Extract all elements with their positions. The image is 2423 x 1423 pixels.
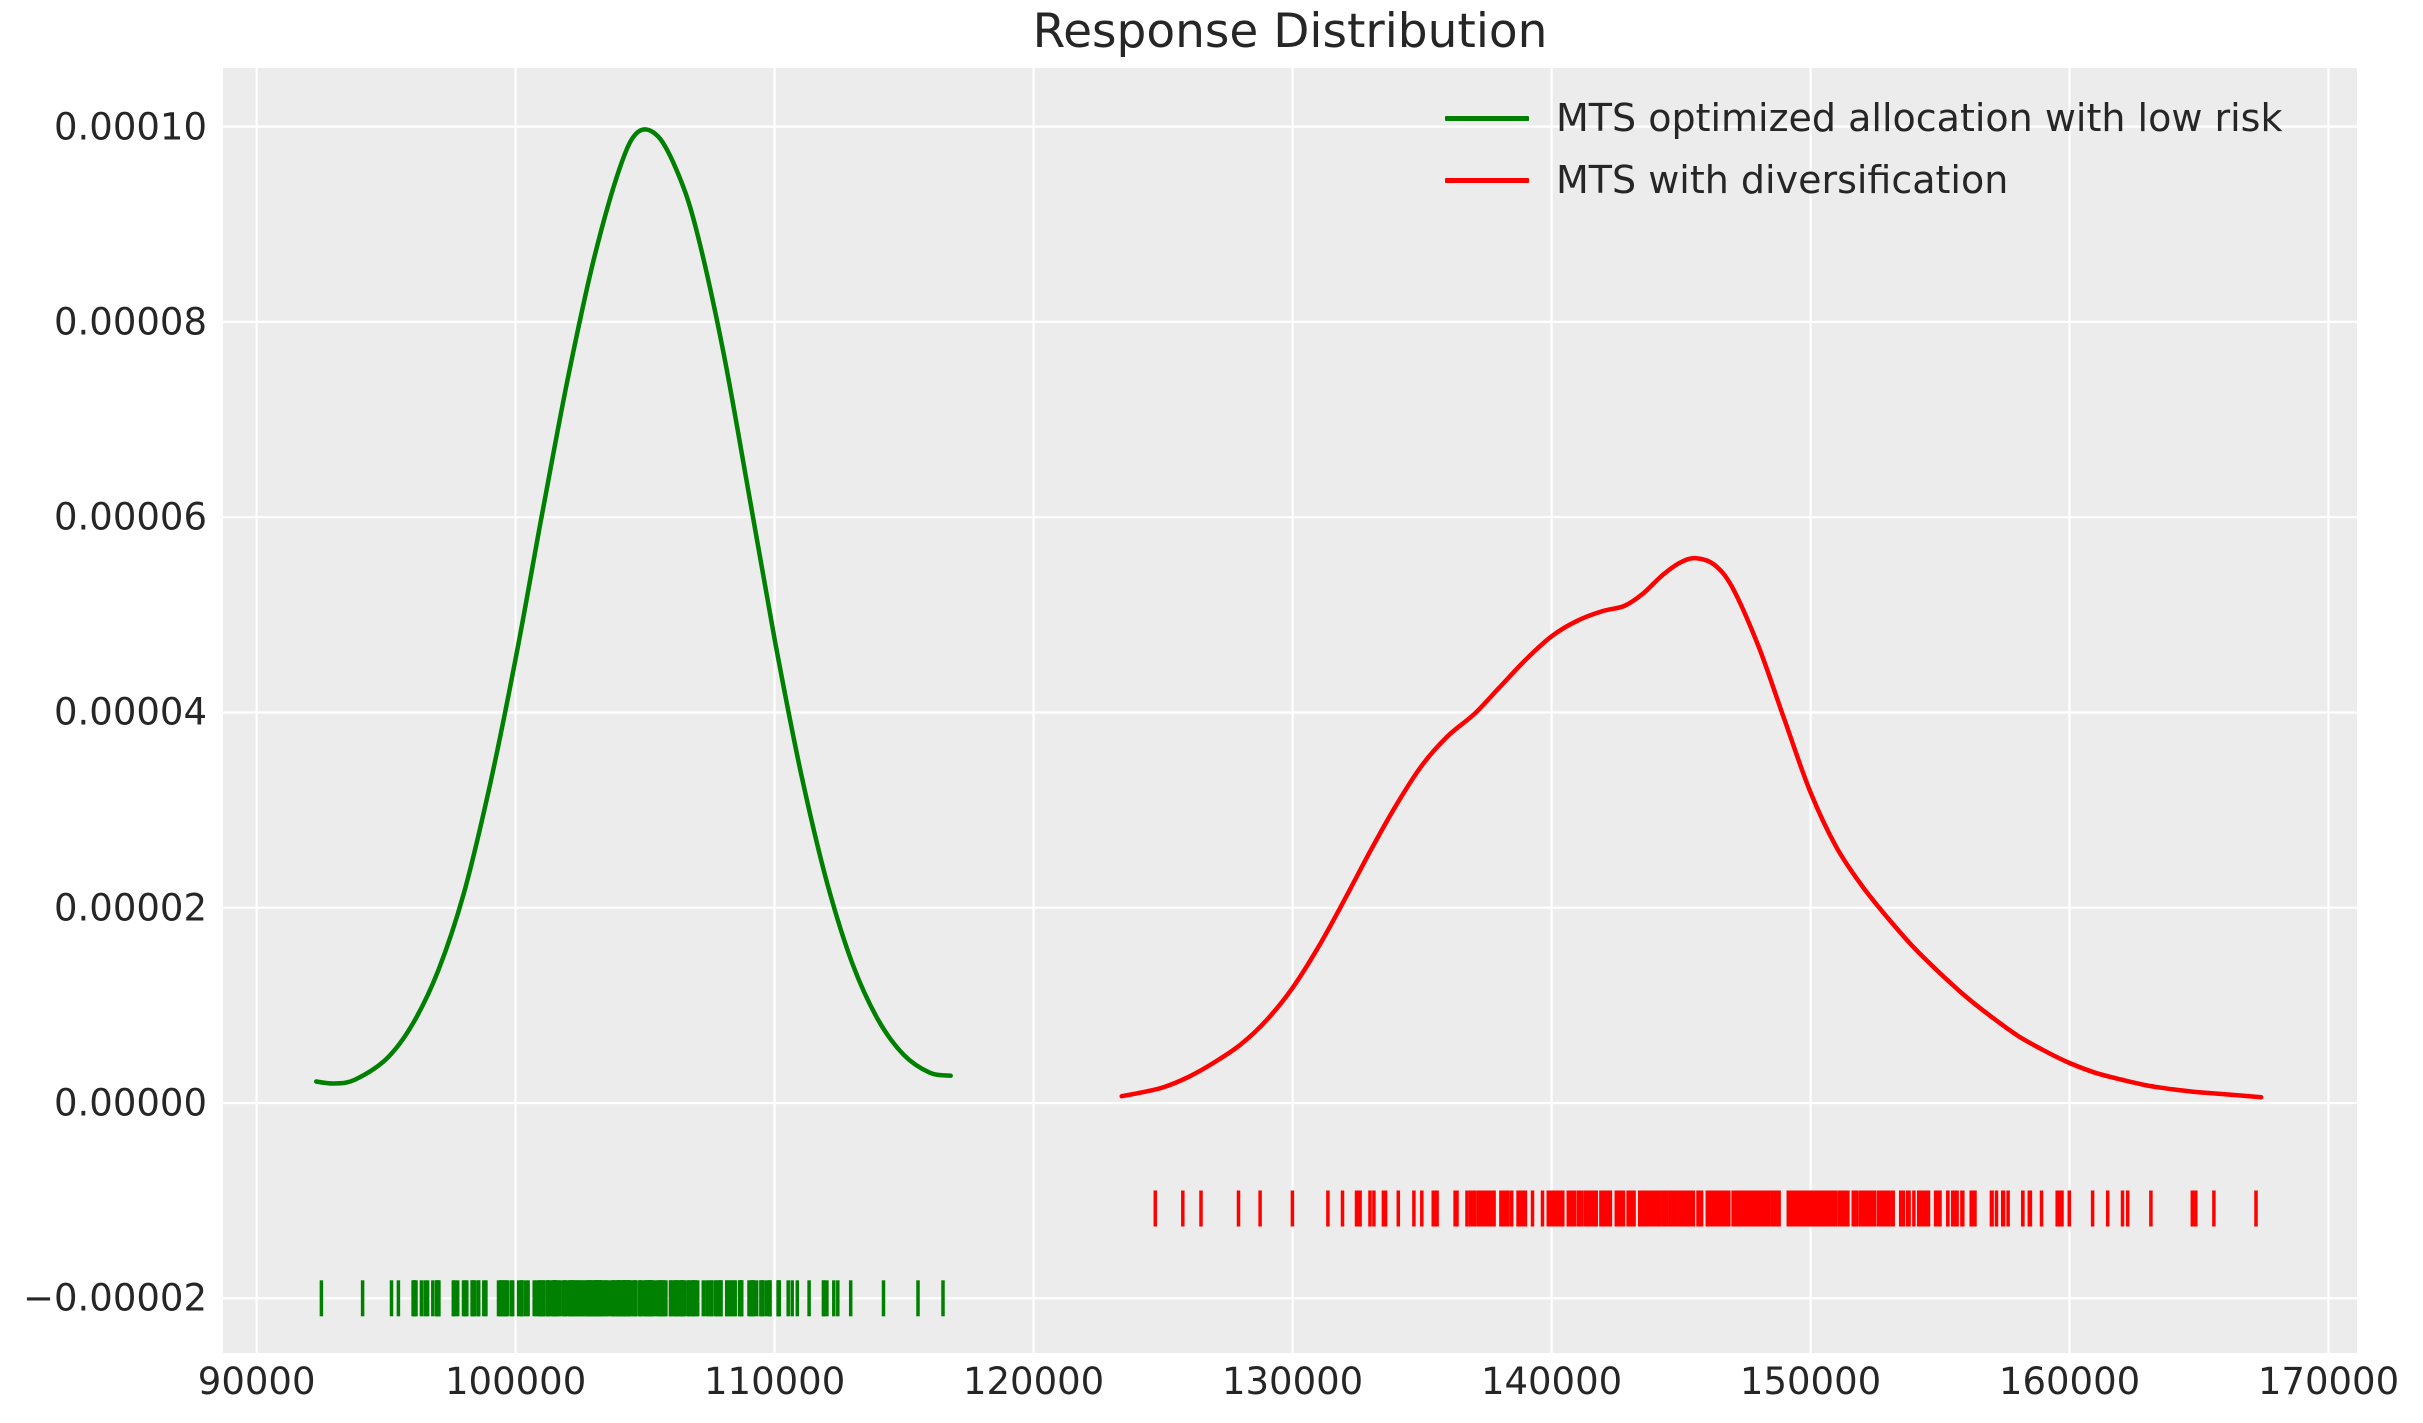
legend-line-red xyxy=(1445,177,1529,183)
x-tick-label: 150000 xyxy=(1739,1360,1882,1403)
plot-canvas xyxy=(223,68,2357,1353)
legend-line-green xyxy=(1445,115,1529,121)
y-tick-label: 0.00006 xyxy=(53,495,207,539)
kde-curve-series-1 xyxy=(1119,555,2264,1100)
x-tick-label: 120000 xyxy=(962,1360,1105,1403)
x-tick-label: 160000 xyxy=(1998,1360,2141,1403)
x-tick-label: 100000 xyxy=(445,1360,587,1403)
x-tick-label: 170000 xyxy=(2257,1360,2400,1403)
y-tick-label: 0.00010 xyxy=(53,105,207,149)
y-tick-label: 0.00002 xyxy=(53,886,207,930)
legend-item-diversification: MTS with diversification xyxy=(1445,149,2282,211)
legend-label: MTS optimized allocation with low risk xyxy=(1556,96,2283,140)
x-tick-label: 140000 xyxy=(1480,1360,1623,1403)
legend-label: MTS with diversification xyxy=(1556,158,2009,202)
kde-curve-series-0 xyxy=(313,127,953,1086)
x-tick-label: 110000 xyxy=(704,1360,846,1403)
x-tick-label: 130000 xyxy=(1221,1360,1364,1403)
y-tick-label: 0.00000 xyxy=(53,1081,207,1125)
rug-marks-series-0 xyxy=(319,1280,945,1317)
legend-item-low-risk: MTS optimized allocation with low risk xyxy=(1445,87,2282,149)
y-tick-label: 0.00008 xyxy=(53,300,207,344)
plot-area xyxy=(223,68,2357,1353)
legend: MTS optimized allocation with low risk M… xyxy=(1445,87,2282,211)
rug-marks-series-1 xyxy=(1153,1190,2258,1227)
y-tick-label: 0.00004 xyxy=(53,690,207,734)
x-tick-label: 90000 xyxy=(197,1360,316,1403)
chart-title: Response Distribution xyxy=(1032,4,1548,59)
y-tick-label: −0.00002 xyxy=(22,1276,207,1320)
